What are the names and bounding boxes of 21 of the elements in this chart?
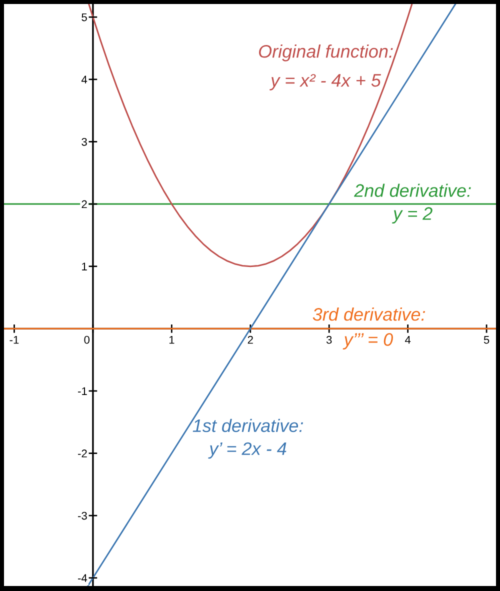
x-tick-label: 3 — [326, 336, 332, 344]
y-tick-label: 2 — [82, 200, 87, 208]
y-tick-label: -4 — [78, 574, 88, 582]
y-tick-label: 4 — [81, 76, 88, 84]
y-tick-label: -2 — [78, 450, 87, 458]
y-tick-label: 1 — [82, 262, 87, 270]
x-tick-label: 0 — [84, 336, 90, 344]
x-tick-label: 2 — [248, 336, 253, 344]
series-label: 1st derivative: y’ = 2x - 4 — [192, 418, 304, 459]
x-tick-label: 5 — [484, 336, 490, 344]
y-tick-label: -1 — [78, 387, 87, 395]
annotation: y’’’ = 0 — [342, 333, 393, 350]
x-tick-label: 4 — [405, 336, 411, 344]
series-label: Original function: y = x² - 4x + 5 — [259, 44, 393, 90]
y-tick-label: -3 — [78, 512, 87, 520]
y-tick-label: 5 — [82, 13, 87, 22]
x-tick-label: 1 — [169, 336, 174, 344]
y-tick-label: 3 — [82, 138, 87, 146]
x-tick-label: -1 — [10, 336, 19, 344]
ref-line-label: 3rd derivative: — [312, 308, 426, 321]
ref-line-label: 2nd derivative: y = 2 — [354, 184, 471, 224]
